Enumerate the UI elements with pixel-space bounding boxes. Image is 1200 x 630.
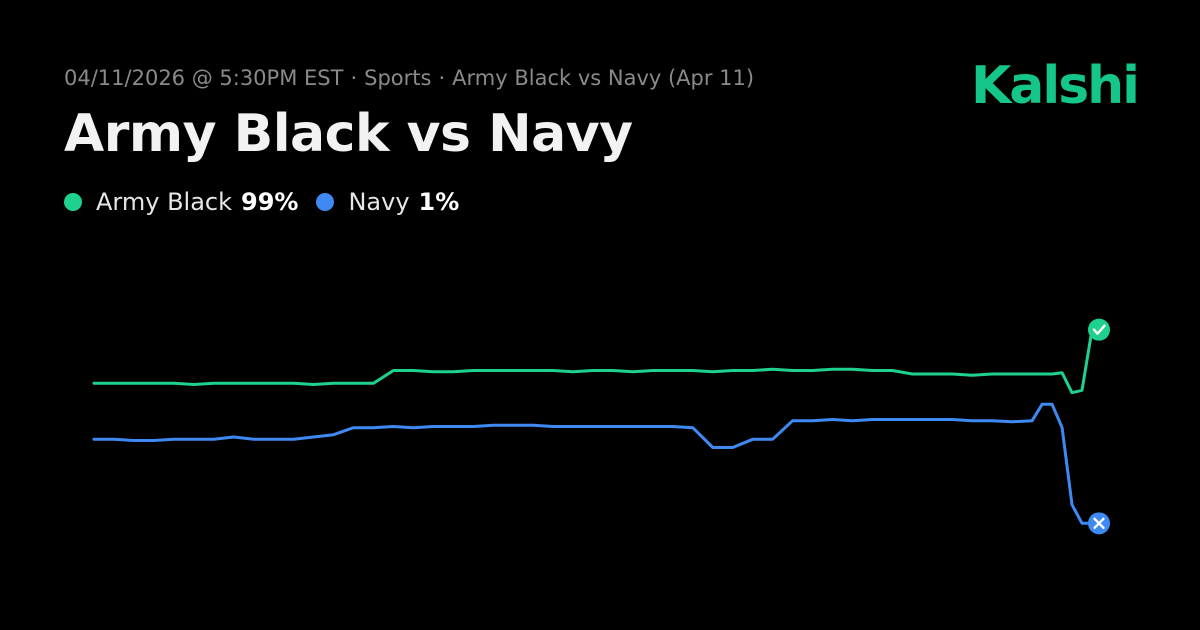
legend-percent: 1% <box>418 188 460 216</box>
market-datetime: 04/11/2026 @ 5:30PM EST <box>64 66 344 90</box>
army-black-dot-icon <box>64 193 82 211</box>
page-title: Army Black vs Navy <box>64 104 633 164</box>
legend-item-army-black: Army Black 99% <box>64 188 298 216</box>
market-meta: 04/11/2026 @ 5:30PM EST · Sports · Army Blac… <box>64 66 754 90</box>
navy-dot-icon <box>316 193 335 211</box>
check-icon <box>1088 318 1110 341</box>
series-line-navy <box>92 402 1094 525</box>
cross-icon <box>1088 512 1110 535</box>
market-category: Sports <box>364 66 432 90</box>
chart-markers <box>1088 318 1110 535</box>
chart-lines <box>92 328 1094 525</box>
kalshi-logo: Kalshi <box>970 56 1140 116</box>
chart-legend: Army Black 99% Navy 1% <box>64 188 477 216</box>
legend-item-navy: Navy 1% <box>316 188 459 216</box>
meta-separator: · <box>350 66 358 90</box>
market-event: Army Black vs Navy (Apr 11) <box>452 66 755 90</box>
legend-percent: 99% <box>241 188 299 216</box>
legend-label: Navy <box>348 188 410 216</box>
meta-separator: · <box>438 66 446 90</box>
legend-label: Army Black <box>96 188 233 216</box>
series-line-army-black <box>92 328 1094 395</box>
